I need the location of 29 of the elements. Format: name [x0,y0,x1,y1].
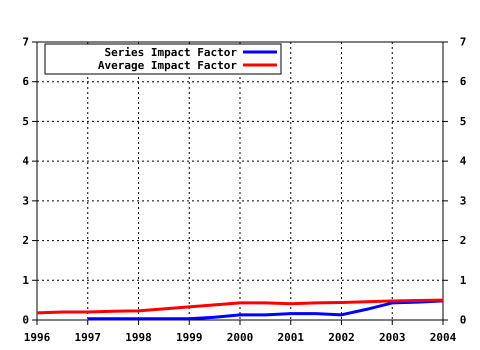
y-tick-label: 0 [22,314,29,327]
x-tick-label: 2000 [226,331,254,344]
y-tick-label: 5 [22,114,29,128]
x-tick-label: 2001 [278,331,304,344]
x-tick-label: 2004 [430,331,457,344]
y-tick-label: 4 [22,154,30,168]
y2-tick-label: 0 [460,314,466,327]
legend-label: Average Impact Factor [98,59,238,72]
x-tick-label: 1996 [24,331,51,344]
x-tick-label: 2003 [379,331,406,344]
y2-tick-label: 4 [460,154,467,168]
x-tick-label: 2002 [328,331,355,344]
x-tick-label: 1999 [176,331,202,344]
line-series [36,298,444,314]
x-tick-label: 1998 [125,331,152,344]
y-tick-label: 6 [22,75,30,88]
y2-tick-label: 6 [460,75,467,88]
x-tick-label: 1997 [74,331,101,344]
y2-tick-label: 7 [460,36,466,49]
y-tick-label: 2 [22,234,29,248]
y-tick-label: 3 [22,194,29,208]
y-tick-label: 7 [22,36,29,49]
y2-tick-label: 1 [460,274,467,287]
y-tick-label: 1 [22,274,30,287]
line-series [86,299,444,320]
legend-label: Series Impact Factor [104,46,238,59]
y2-tick-label: 3 [460,194,466,208]
y2-tick-label: 2 [460,234,466,248]
y2-tick-label: 5 [460,114,466,128]
